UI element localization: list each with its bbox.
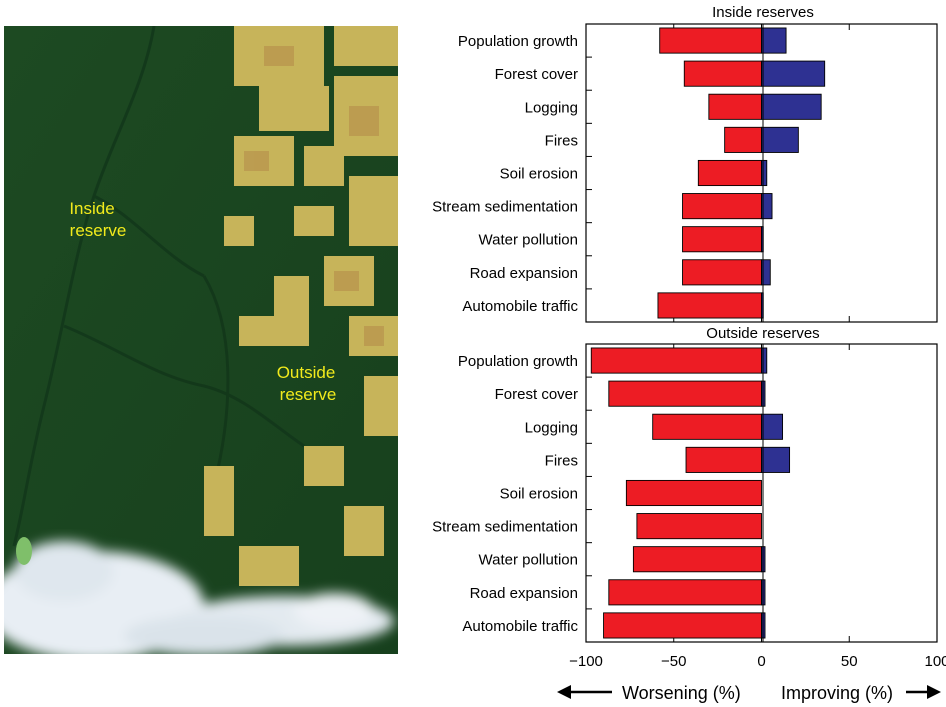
x-axis: −100 −50 0 50 100 [569,653,946,670]
bar-improving [761,93,822,120]
cloud-cover [4,541,394,654]
category-label: Automobile traffic [462,618,578,635]
bar-improving [761,413,784,440]
improving-arrow-icon [906,685,941,699]
cleared-areas-dark [244,46,384,346]
category-label: Logging [525,419,578,436]
outside-chart-category-labels: Population growth Forest cover Logging Fire… [432,353,578,635]
outside-reserve-label-line1: Outside [277,363,336,382]
x-tick-label: −50 [661,653,686,670]
improving-label: Improving (%) [781,683,893,703]
bar-worsening [608,380,762,407]
category-label: Road expansion [470,265,578,282]
bar-worsening [708,93,762,120]
bar-worsening [625,479,762,507]
worsening-arrow-icon [557,685,612,699]
inside-reserves-chart: Inside reserves Population growth Forest … [432,4,938,323]
bar-improving [761,27,787,54]
bar-improving [761,60,826,87]
bar-improving [761,259,771,286]
bar-worsening [697,159,762,187]
bar-worsening [682,226,762,253]
direction-labels: Worsening (%) Improving (%) [557,683,941,703]
light-patch [16,537,32,565]
satellite-image-drawing: Inside reserve Outside reserve [4,26,398,654]
x-tick-label: 0 [757,653,765,670]
bar-improving [761,446,791,473]
category-label: Automobile traffic [462,298,578,315]
inside-chart-category-labels: Population growth Forest cover Logging Fire… [432,33,578,315]
category-label: Logging [525,99,578,116]
bar-worsening [659,27,762,54]
x-tick-label: −100 [569,653,603,670]
category-label: Soil erosion [500,486,578,503]
inside-chart-title: Inside reserves [712,4,814,21]
outside-reserve-label-line2: reserve [280,385,337,404]
bar-improving [761,347,768,374]
category-label: Water pollution [479,552,579,569]
inside-reserve-label-line1: Inside [69,199,114,218]
bar-worsening [724,126,762,153]
category-label: Population growth [458,33,578,50]
satellite-image: Inside reserve Outside reserve [4,26,398,654]
category-label: Water pollution [479,232,579,249]
category-label: Forest cover [495,66,578,83]
bar-worsening [632,546,762,573]
category-label: Soil erosion [500,166,578,183]
category-label: Fires [545,132,578,149]
worsening-label: Worsening (%) [622,683,741,703]
category-label: Stream sedimentation [432,519,578,536]
bar-worsening [608,579,762,606]
bar-worsening [685,446,762,473]
bar-worsening [682,259,762,286]
bar-worsening [657,292,762,319]
bar-improving [761,193,773,220]
bar-improving [761,126,799,153]
category-label: Population growth [458,353,578,370]
bar-worsening [683,60,762,87]
category-label: Forest cover [495,386,578,403]
x-tick-label: 50 [841,653,858,670]
bar-worsening [603,612,762,639]
river-lines [12,26,305,547]
outside-reserves-chart: Outside reserves Population growth Forest… [432,325,938,643]
bar-worsening [590,347,762,374]
category-label: Stream sedimentation [432,199,578,216]
bar-worsening [652,413,762,440]
outside-chart-bars [590,347,791,639]
category-label: Fires [545,452,578,469]
outside-chart-gridmarks [585,344,938,642]
bar-worsening [682,193,762,220]
category-label: Road expansion [470,585,578,602]
bar-improving [761,159,768,187]
outside-chart-title: Outside reserves [706,325,819,342]
inside-reserve-label-line2: reserve [70,221,127,240]
inside-chart-bars [657,27,826,319]
x-tick-label: 100 [924,653,946,670]
bar-worsening [636,513,762,540]
